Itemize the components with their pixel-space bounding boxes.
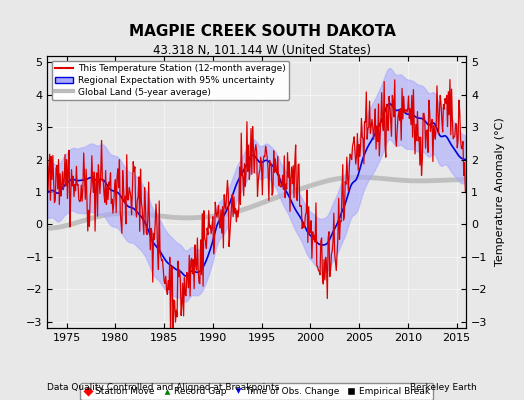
Text: 43.318 N, 101.144 W (United States): 43.318 N, 101.144 W (United States): [153, 44, 371, 57]
Text: Berkeley Earth: Berkeley Earth: [410, 383, 477, 392]
Text: Data Quality Controlled and Aligned at Breakpoints: Data Quality Controlled and Aligned at B…: [47, 383, 279, 392]
Text: MAGPIE CREEK SOUTH DAKOTA: MAGPIE CREEK SOUTH DAKOTA: [128, 24, 396, 39]
Legend: Station Move, Record Gap, Time of Obs. Change, Empirical Break: Station Move, Record Gap, Time of Obs. C…: [80, 384, 433, 400]
Y-axis label: Temperature Anomaly (°C): Temperature Anomaly (°C): [495, 118, 505, 266]
